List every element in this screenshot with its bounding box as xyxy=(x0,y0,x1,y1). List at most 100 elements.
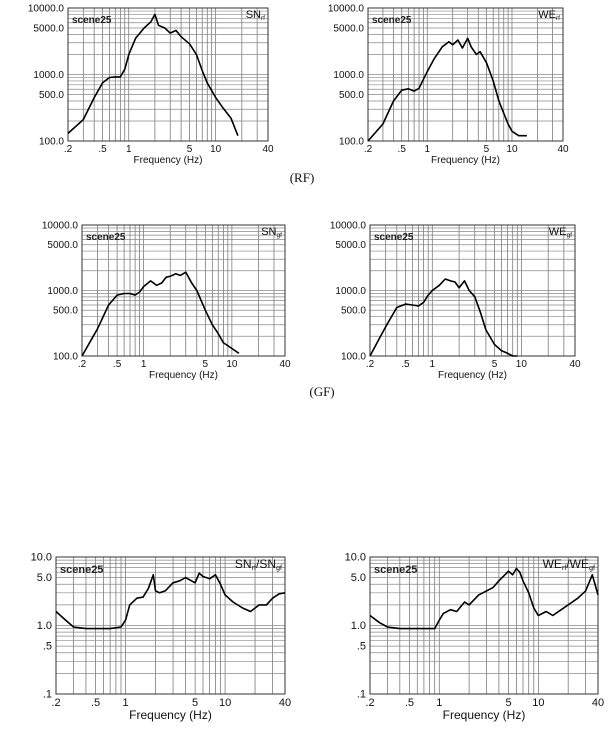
chart-sn-rf-ytick-label: 10000.0 xyxy=(28,4,65,15)
chart-sn-rf-frame xyxy=(67,7,269,142)
chart-we-gf-xtick-label: .2 xyxy=(366,359,375,370)
chart-sn-rf-ytick-label: 500.0 xyxy=(39,90,64,101)
chart-sn-gf-svg: 100.0 500.0 1000.0 5000.0 10000.0 .2 .5 1 5 10 40 F… xyxy=(42,221,291,382)
chart-sn-gf-grid xyxy=(81,224,286,357)
chart-sn-gf-ytick-label: 1000.0 xyxy=(47,286,78,297)
chart-sn-ratio-xtick-label: .2 xyxy=(51,697,60,709)
chart-sn-gf-ytick-label: 500.0 xyxy=(53,306,78,317)
chart-we-ratio-title-sub2: gf xyxy=(589,563,595,572)
chart-we-gf-ytick-label: 500.0 xyxy=(341,306,366,317)
chart-sn-gf-xtick-label: .5 xyxy=(113,359,122,370)
chart-we-ratio-ytick-label: 5.0 xyxy=(351,572,366,584)
chart-sn-gf-ytick-label: 100.0 xyxy=(53,352,78,363)
chart-we-ratio-xtick-label: .5 xyxy=(405,697,414,709)
chart-we-ratio-title-main: WE xyxy=(543,557,562,571)
chart-sn-rf-series-line xyxy=(67,13,239,136)
chart-we-rf: 100.0 500.0 1000.0 5000.0 10000.0 .2 .5 1 5 10 40 F… xyxy=(290,0,580,180)
chart-sn-ratio-xtick-label: 5 xyxy=(192,697,198,709)
chart-sn-rf-ytick-label: 1000.0 xyxy=(33,70,64,81)
chart-sn-rf-xtick-label: .5 xyxy=(98,144,107,155)
chart-we-ratio-series-line xyxy=(369,567,599,630)
chart-sn-rf: 100.0 500.0 1000.0 5000.0 10000.0 .2 .5 1 5 10 40 F… xyxy=(0,0,290,180)
chart-we-gf-xtick-label: 10 xyxy=(516,359,528,370)
chart-sn-rf-title-sub: rf xyxy=(261,15,265,22)
chart-sn-gf-title-main: SN xyxy=(261,226,276,238)
chart-we-gf-grid xyxy=(369,224,576,357)
chart-sn-ratio-title-main2: /SN xyxy=(256,557,276,571)
chart-sn-gf-annotation: scene25 xyxy=(86,232,126,243)
chart-we-rf-xtick-label: 1 xyxy=(424,144,430,155)
chart-sn-ratio-title-main: SN xyxy=(235,557,252,571)
chart-sn-ratio-title-sub2: gf xyxy=(276,563,282,572)
chart-we-ratio-xtick-label: 40 xyxy=(592,697,604,709)
chart-sn-gf-xtick-label: 10 xyxy=(226,359,238,370)
chart-sn-ratio-ytick-label: 10.0 xyxy=(31,552,52,564)
chart-we-rf-ytick-label: 1000.0 xyxy=(333,70,364,81)
chart-we-rf-ytick-label: 5000.0 xyxy=(333,24,364,35)
chart-sn-rf-title-main: SN xyxy=(246,9,261,21)
caption-rf: (RF) xyxy=(289,170,315,185)
chart-we-gf-xlabel: Frequency (Hz) xyxy=(438,370,507,381)
chart-sn-ratio-annotation: scene25 xyxy=(60,564,103,576)
chart-we-ratio: .1 .5 1.0 5.0 10.0 .2 .5 1 5 10 40 Frequency (Hz) sc… xyxy=(300,540,615,740)
chart-sn-rf-ytick-label: 100.0 xyxy=(39,137,64,148)
chart-we-ratio-title-sub: rf xyxy=(562,563,566,572)
chart-sn-rf-xtick-label: 5 xyxy=(187,144,193,155)
chart-sn-ratio-svg: .1 .5 1.0 5.0 10.0 .2 .5 1 5 10 40 Frequency (Hz) sc… xyxy=(31,552,292,723)
caption-gf: (GF) xyxy=(309,384,335,399)
chart-sn-rf-xtick-label: .2 xyxy=(64,144,73,155)
chart-we-rf-xtick-label: 5 xyxy=(484,144,490,155)
chart-sn-ratio-grid xyxy=(55,556,286,695)
chart-sn-ratio-title: SNrf/SNgf xyxy=(235,557,282,572)
chart-sn-gf-ytick-label: 10000.0 xyxy=(42,221,79,232)
chart-sn-rf-xlabel: Frequency (Hz) xyxy=(134,155,203,166)
chart-we-rf-frame xyxy=(367,7,564,142)
chart-sn-rf-svg: 100.0 500.0 1000.0 5000.0 10000.0 .2 .5 1 5 10 40 F… xyxy=(28,4,274,167)
chart-we-gf-ytick-label: 5000.0 xyxy=(335,240,366,251)
chart-we-ratio-ytick-label: .5 xyxy=(357,641,366,653)
chart-sn-ratio-ytick-label: .1 xyxy=(43,689,52,701)
chart-we-rf-xtick-label: 40 xyxy=(557,144,569,155)
chart-we-gf-frame xyxy=(369,224,576,357)
chart-we-ratio-xtick-label: .2 xyxy=(365,697,374,709)
chart-sn-ratio: .1 .5 1.0 5.0 10.0 .2 .5 1 5 10 40 Frequency (Hz) sc… xyxy=(0,540,300,740)
chart-we-gf-title-main: WE xyxy=(549,226,567,238)
chart-we-ratio-grid xyxy=(369,556,599,695)
chart-sn-rf-xtick-label: 10 xyxy=(210,144,222,155)
chart-we-ratio-ytick-label: 1.0 xyxy=(351,620,366,632)
chart-sn-ratio-ytick-label: 1.0 xyxy=(37,620,52,632)
chart-sn-rf-xtick-label: 1 xyxy=(126,144,132,155)
chart-sn-gf-xlabel: Frequency (Hz) xyxy=(149,370,218,381)
chart-we-rf-ytick-label: 10000.0 xyxy=(328,4,365,15)
chart-we-rf-annotation: scene25 xyxy=(372,15,412,26)
chart-we-ratio-xtick-label: 5 xyxy=(505,697,511,709)
chart-we-gf-title: WEgf xyxy=(549,226,572,239)
chart-sn-ratio-xtick-label: .5 xyxy=(91,697,100,709)
chart-we-gf-xtick-label: 1 xyxy=(429,359,435,370)
chart-we-ratio-ytick-label: 10.0 xyxy=(345,552,366,564)
chart-sn-ratio-ytick-label: .5 xyxy=(43,641,52,653)
chart-we-ratio-frame xyxy=(369,556,599,695)
chart-we-rf-ytick-label: 500.0 xyxy=(339,90,364,101)
chart-sn-gf-title: SNgf xyxy=(261,226,282,239)
chart-we-ratio-title: WErf/WEgf xyxy=(543,557,595,572)
chart-we-ratio-xtick-label: 10 xyxy=(532,697,544,709)
chart-sn-rf-grid xyxy=(67,7,269,142)
chart-sn-gf-xtick-label: 5 xyxy=(203,359,209,370)
chart-we-rf-title-sub: rf xyxy=(556,15,560,22)
chart-sn-rf-annotation: scene25 xyxy=(72,15,112,26)
chart-we-gf-ytick-label: 1000.0 xyxy=(335,286,366,297)
chart-sn-rf-ytick-label: 5000.0 xyxy=(33,24,64,35)
chart-sn-gf-series-line xyxy=(81,271,240,357)
chart-we-rf-title: WErf xyxy=(538,9,560,22)
chart-we-ratio-xlabel: Frequency (Hz) xyxy=(443,708,526,722)
chart-we-ratio-svg: .1 .5 1.0 5.0 10.0 .2 .5 1 5 10 40 Frequency (Hz) sc… xyxy=(345,552,605,723)
chart-we-ratio-annotation: scene25 xyxy=(374,564,417,576)
chart-we-ratio-xtick-label: 1 xyxy=(436,697,442,709)
chart-sn-gf-xtick-label: .2 xyxy=(78,359,87,370)
chart-we-gf-series-line xyxy=(369,278,518,357)
chart-we-rf-grid xyxy=(367,7,564,142)
chart-we-ratio-title-main2: /WE xyxy=(566,557,589,571)
chart-sn-ratio-title-sub: rf xyxy=(252,563,256,572)
chart-sn-gf-xtick-label: 40 xyxy=(279,359,291,370)
